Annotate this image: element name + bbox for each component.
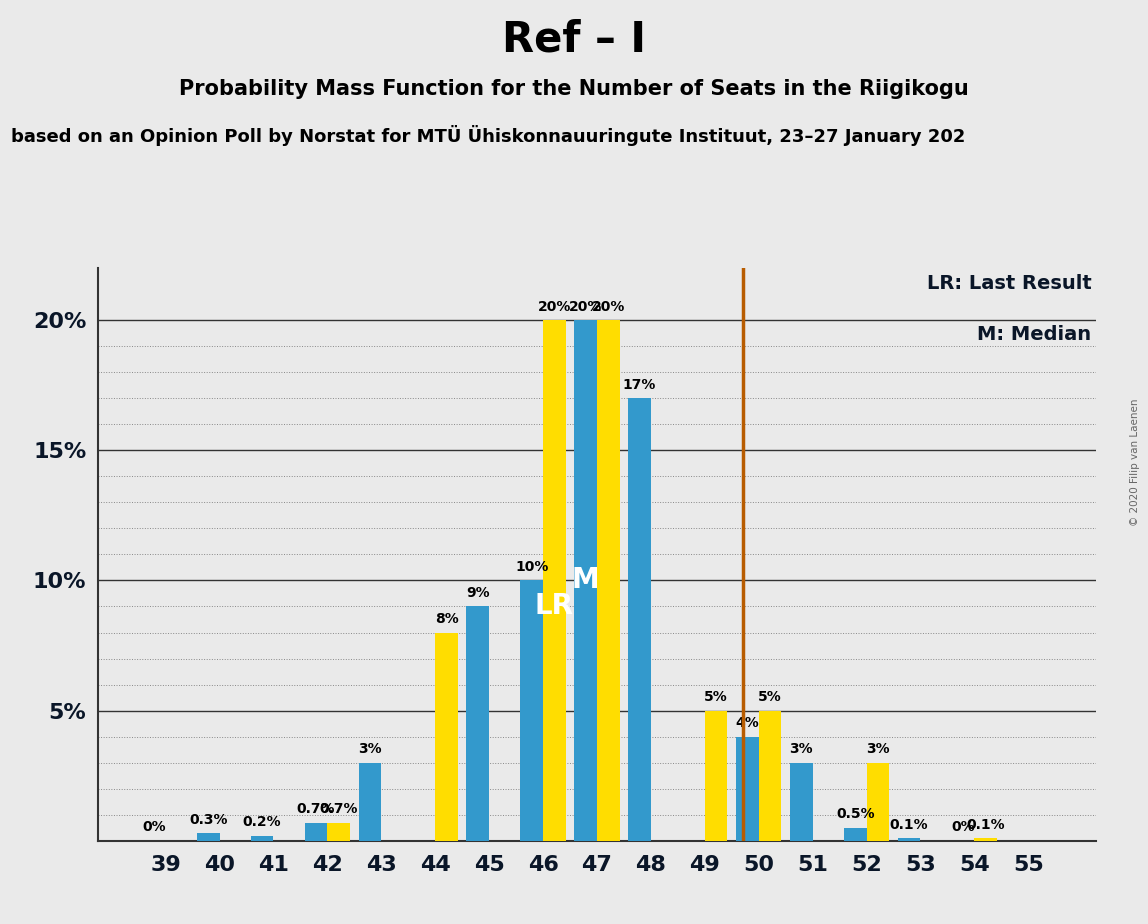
Text: 3%: 3% [790, 742, 813, 756]
Text: 0.7%: 0.7% [297, 802, 335, 816]
Text: 3%: 3% [358, 742, 382, 756]
Text: 0%: 0% [952, 821, 975, 834]
Bar [466, 606, 489, 841]
Text: Ref – I: Ref – I [502, 18, 646, 60]
Text: 0.3%: 0.3% [189, 812, 227, 826]
Text: 0.5%: 0.5% [836, 808, 875, 821]
Bar [304, 822, 327, 841]
Bar [736, 736, 759, 841]
Text: 17%: 17% [623, 378, 657, 392]
Bar [759, 711, 782, 841]
Text: © 2020 Filip van Laenen: © 2020 Filip van Laenen [1130, 398, 1140, 526]
Bar [867, 762, 890, 841]
Text: 0.1%: 0.1% [890, 818, 929, 832]
Text: 9%: 9% [466, 586, 489, 600]
Bar [543, 320, 566, 841]
Bar [250, 835, 273, 841]
Text: based on an Opinion Poll by Norstat for MTÜ Ühiskonnauuringute Instituut, 23–27 : based on an Opinion Poll by Norstat for … [11, 125, 965, 146]
Text: 20%: 20% [537, 299, 571, 313]
Bar [898, 838, 921, 841]
Bar [197, 833, 219, 841]
Bar [975, 838, 996, 841]
Text: Probability Mass Function for the Number of Seats in the Riigikogu: Probability Mass Function for the Number… [179, 79, 969, 99]
Bar [705, 711, 728, 841]
Text: 0.7%: 0.7% [319, 802, 358, 816]
Bar [520, 580, 543, 841]
Bar [327, 822, 350, 841]
Bar [844, 828, 867, 841]
Text: M: Median: M: Median [977, 325, 1092, 345]
Bar [628, 398, 651, 841]
Text: 5%: 5% [758, 690, 782, 704]
Bar [574, 320, 597, 841]
Bar [435, 633, 458, 841]
Text: 0.1%: 0.1% [967, 818, 1004, 832]
Text: 0.2%: 0.2% [243, 815, 281, 829]
Bar [790, 762, 813, 841]
Text: 20%: 20% [591, 299, 625, 313]
Text: 20%: 20% [569, 299, 603, 313]
Text: LR: LR [535, 592, 574, 621]
Bar [597, 320, 620, 841]
Text: 5%: 5% [704, 690, 728, 704]
Text: 3%: 3% [866, 742, 890, 756]
Text: 8%: 8% [435, 612, 458, 626]
Text: 0%: 0% [142, 821, 166, 834]
Bar [358, 762, 381, 841]
Text: 10%: 10% [515, 560, 549, 574]
Text: 4%: 4% [736, 716, 759, 730]
Text: LR: Last Result: LR: Last Result [926, 274, 1092, 293]
Text: M: M [572, 566, 599, 594]
